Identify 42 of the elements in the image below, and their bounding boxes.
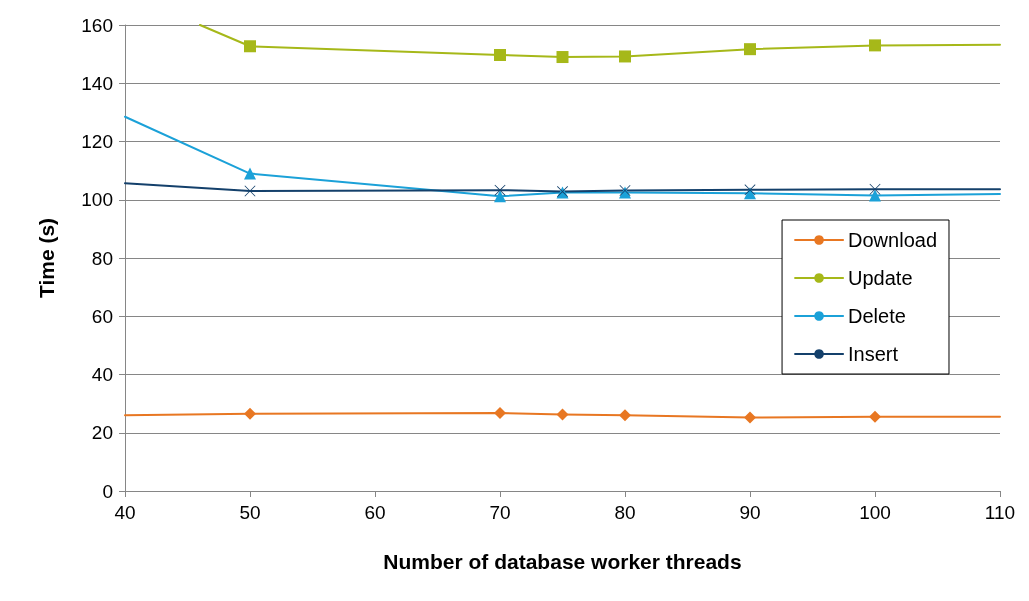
x-tick-label: 40 xyxy=(114,502,136,523)
point xyxy=(244,167,256,180)
y-axis-title: Time (s) xyxy=(35,217,58,299)
point xyxy=(494,406,506,419)
point xyxy=(494,184,506,196)
point xyxy=(869,183,881,195)
point xyxy=(744,411,756,424)
legend-label: Download xyxy=(848,229,938,251)
legend-label: Update xyxy=(848,267,913,289)
point xyxy=(494,49,506,61)
y-tick-label: 20 xyxy=(91,422,113,444)
point xyxy=(494,190,506,203)
legend-label: Delete xyxy=(848,305,906,327)
y-tick-label: 140 xyxy=(81,72,113,94)
y-tick-label: 120 xyxy=(81,131,113,152)
point xyxy=(869,189,881,202)
point xyxy=(556,51,569,64)
x-axis-title: Number of database worker threads xyxy=(383,550,742,573)
y-tick-label: 80 xyxy=(91,247,113,269)
y-tick-label: 40 xyxy=(91,364,113,385)
point xyxy=(744,43,756,56)
point xyxy=(244,185,256,197)
point xyxy=(619,50,631,63)
x-tick-label: 60 xyxy=(364,502,386,523)
point xyxy=(744,184,756,196)
y-tick-label: 100 xyxy=(81,189,113,211)
x-tick-label: 70 xyxy=(489,502,511,523)
point xyxy=(869,410,881,423)
x-tick-label: 110 xyxy=(984,502,1016,523)
x-tick-label: 80 xyxy=(614,502,636,523)
x-tick-label: 100 xyxy=(859,502,891,523)
point xyxy=(244,40,256,53)
y-tick-label: 160 xyxy=(81,14,113,36)
point xyxy=(869,39,881,52)
point xyxy=(619,409,631,422)
y-tick-label: 0 xyxy=(102,480,113,502)
point xyxy=(244,407,256,420)
legend-label: Insert xyxy=(848,343,899,365)
point xyxy=(556,408,569,421)
x-tick-label: 90 xyxy=(739,502,761,523)
x-tick-label: 50 xyxy=(239,502,261,523)
y-tick-label: 60 xyxy=(91,305,113,327)
